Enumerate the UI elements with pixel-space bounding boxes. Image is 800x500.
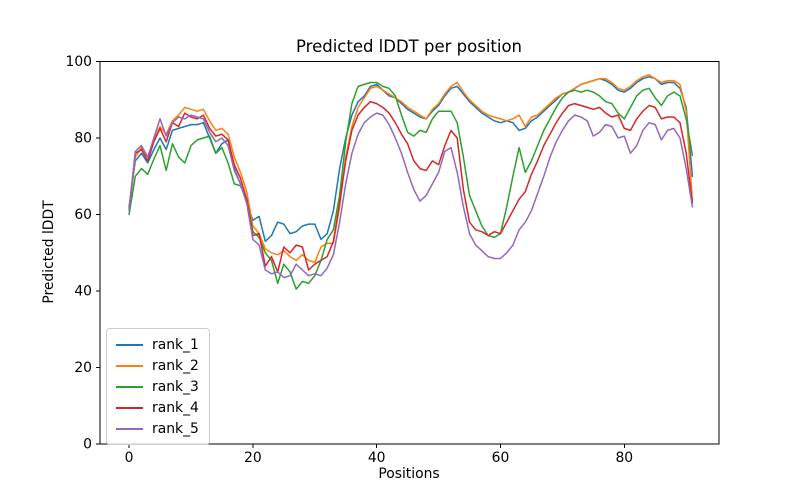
legend-label: rank_1 <box>152 336 199 353</box>
legend-line-sample <box>116 385 143 388</box>
y-tick-label: 80 <box>74 131 92 147</box>
legend-label: rank_2 <box>152 357 199 374</box>
y-tick-label: 20 <box>74 360 92 376</box>
legend-entry-rank_2: rank_2 <box>116 355 199 376</box>
x-tick-label: 20 <box>244 450 262 466</box>
legend-entry-rank_4: rank_4 <box>116 397 199 418</box>
series-line-rank_2 <box>128 74 694 264</box>
legend-entry-rank_1: rank_1 <box>116 334 199 355</box>
series-line-rank_3 <box>128 81 694 290</box>
y-tick-label: 0 <box>83 437 92 453</box>
x-tick-label: 40 <box>368 450 386 466</box>
x-tick-label: 60 <box>492 450 510 466</box>
legend-line-sample <box>116 406 143 409</box>
y-axis-label: Predicted lDDT <box>41 200 57 304</box>
chart-title: Predicted lDDT per position <box>295 37 523 56</box>
y-tick-label: 60 <box>74 207 92 223</box>
x-axis-label: Positions <box>378 466 440 482</box>
legend-line-sample <box>116 364 143 367</box>
x-tick-label: 0 <box>125 450 134 466</box>
legend-label: rank_5 <box>152 420 199 437</box>
legend-entry-rank_5: rank_5 <box>116 418 199 439</box>
axes-spines <box>99 61 720 445</box>
legend-entry-rank_3: rank_3 <box>116 376 199 397</box>
x-tick-label: 80 <box>615 450 633 466</box>
legend-label: rank_4 <box>152 399 199 416</box>
legend-line-sample <box>116 427 143 430</box>
y-tick-label: 100 <box>65 54 92 70</box>
series-line-rank_4 <box>128 100 694 273</box>
legend-label: rank_3 <box>152 378 199 395</box>
legend-line-sample <box>116 343 143 346</box>
y-tick-label: 40 <box>74 284 92 300</box>
series-line-rank_1 <box>128 76 694 243</box>
legend: rank_1 rank_2 rank_3 rank_4 rank_5 <box>106 328 210 445</box>
series-line-rank_5 <box>128 112 694 279</box>
